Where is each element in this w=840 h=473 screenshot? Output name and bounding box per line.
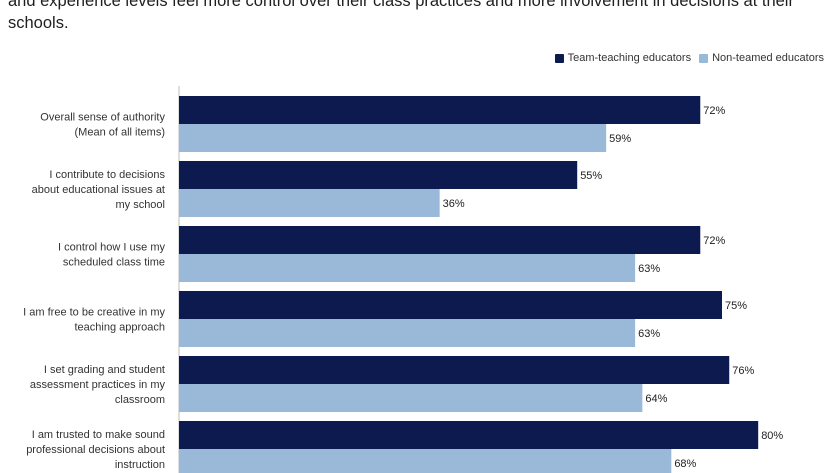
bar-team-0 (179, 96, 701, 124)
bar-nonteam-4 (179, 384, 643, 412)
value-label-nonteam-3: 63% (638, 328, 660, 340)
chart-title: and experience levels feel more control … (8, 0, 794, 32)
legend-label-team: Team-teaching educators (567, 52, 692, 64)
bar-nonteam-5 (179, 449, 672, 473)
category-label-2-line-0: I control how I use my (58, 242, 165, 254)
category-label-3-line-0: I am free to be creative in my (23, 307, 165, 319)
legend-swatch-nonteam (699, 53, 709, 63)
value-label-nonteam-5: 68% (674, 458, 696, 470)
bar-nonteam-2 (179, 254, 636, 282)
category-label-3-line-1: teaching approach (74, 322, 165, 334)
category-label-1-line-2: my school (115, 199, 165, 211)
category-label-2-line-1: scheduled class time (63, 257, 165, 269)
legend: Team-teaching educators Non-teamed educa… (547, 52, 824, 64)
category-label-4-line-0: I set grading and student (44, 364, 165, 376)
bar-team-4 (179, 356, 730, 384)
bar-nonteam-1 (179, 189, 440, 217)
bar-team-1 (179, 161, 578, 189)
category-label-5-line-0: I am trusted to make sound (32, 429, 165, 441)
category-label-0-line-1: (Mean of all items) (75, 127, 165, 139)
category-label-1-line-0: I contribute to decisions (49, 169, 165, 181)
category-label-0-line-0: Overall sense of authority (40, 112, 165, 124)
category-label-4-line-1: assessment practices in my (30, 379, 166, 391)
category-label-5-line-2: instruction (115, 459, 165, 471)
value-label-team-2: 72% (703, 235, 725, 247)
legend-item-team: Team-teaching educators (554, 52, 692, 64)
legend-item-nonteam: Non-teamed educators (699, 52, 824, 64)
value-label-team-4: 76% (732, 365, 754, 377)
bar-team-3 (179, 291, 722, 319)
bar-nonteam-0 (179, 124, 607, 152)
bar-team-5 (179, 421, 759, 449)
legend-label-nonteam: Non-teamed educators (712, 52, 824, 64)
category-label-5-line-1: professional decisions about (26, 444, 165, 456)
value-label-team-1: 55% (580, 170, 602, 182)
bar-nonteam-3 (179, 319, 636, 347)
bar-team-2 (179, 226, 701, 254)
legend-swatch-team (554, 53, 564, 63)
value-label-nonteam-4: 64% (645, 393, 667, 405)
value-label-team-5: 80% (761, 430, 783, 442)
category-label-1-line-1: about educational issues at (32, 184, 165, 196)
value-label-nonteam-1: 36% (443, 198, 465, 210)
value-label-nonteam-0: 59% (609, 133, 631, 145)
category-label-4-line-2: classroom (115, 394, 165, 406)
value-label-nonteam-2: 63% (638, 263, 660, 275)
value-label-team-3: 75% (725, 300, 747, 312)
value-label-team-0: 72% (703, 105, 725, 117)
